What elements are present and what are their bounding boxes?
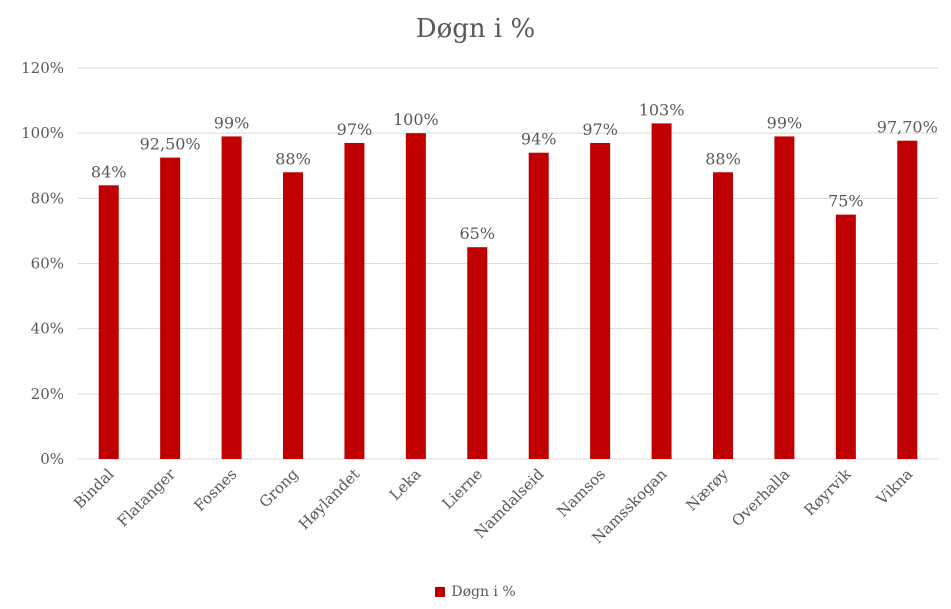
bar-nærøy xyxy=(713,172,733,459)
x-tick-label: Høylandet xyxy=(295,465,363,533)
data-label: 100% xyxy=(393,110,439,129)
x-tick-label: Nærøy xyxy=(682,465,732,515)
bar-bindal xyxy=(98,185,119,460)
data-label: 88% xyxy=(275,149,311,168)
y-tick-label: 80% xyxy=(31,189,64,207)
y-tick-label: 100% xyxy=(21,124,64,142)
y-axis-tick-labels: 0% 20% 40% 60% 80% 100% 120% xyxy=(21,59,64,468)
data-labels: 84% 92,50% 99% 88% 97% 100% 65% 94% 97% 103% 88% 99… xyxy=(91,100,938,243)
x-tick-label: Grong xyxy=(256,465,303,512)
data-label: 75% xyxy=(828,192,864,211)
bar-namdalseid xyxy=(528,152,549,459)
x-tick-label: Bindal xyxy=(70,465,117,512)
y-tick-label: 0% xyxy=(40,450,64,468)
data-label: 97% xyxy=(582,120,618,139)
x-tick-label: Leka xyxy=(386,465,425,504)
bar-flatanger xyxy=(160,157,181,459)
bar-leka xyxy=(405,133,426,459)
legend-label: Døgn i % xyxy=(451,584,516,600)
y-tick-label: 120% xyxy=(21,59,64,77)
bar-røyrvik xyxy=(835,214,856,459)
y-tick-label: 20% xyxy=(31,385,64,403)
bar-fosnes xyxy=(221,136,242,460)
x-tick-label: Fosnes xyxy=(191,465,241,515)
bar-høylandet xyxy=(344,142,365,460)
bar-overhalla xyxy=(774,136,795,460)
x-tick-label: Lierne xyxy=(438,465,486,513)
bar-namsos xyxy=(590,142,611,460)
data-label: 103% xyxy=(639,100,685,119)
data-label: 65% xyxy=(460,224,496,243)
data-label: 84% xyxy=(91,162,127,181)
bars xyxy=(98,123,918,460)
x-tick-label: Overhalla xyxy=(728,465,793,530)
y-tick-label: 40% xyxy=(31,320,64,338)
legend: Døgn i % xyxy=(0,584,951,600)
x-tick-label: Flatanger xyxy=(114,465,180,531)
data-label: 88% xyxy=(705,149,741,168)
x-tick-label: Røyrvik xyxy=(801,464,856,519)
data-label: 99% xyxy=(767,113,803,132)
legend-swatch xyxy=(435,587,446,597)
data-label: 92,50% xyxy=(140,135,201,154)
bar-vikna xyxy=(897,140,918,459)
gridlines xyxy=(78,67,938,460)
y-tick-label: 60% xyxy=(31,255,64,273)
bar-grong xyxy=(283,172,303,459)
data-label: 99% xyxy=(214,113,250,132)
x-tick-label: Namsos xyxy=(553,465,609,521)
bar-lierne xyxy=(467,247,488,459)
data-label: 97% xyxy=(337,120,373,139)
x-tick-label: Vikna xyxy=(872,465,916,509)
chart-title: Døgn i % xyxy=(415,14,536,44)
data-label: 94% xyxy=(521,130,557,149)
data-label: 97,70% xyxy=(877,118,938,137)
bar-namsskogan xyxy=(651,123,672,460)
